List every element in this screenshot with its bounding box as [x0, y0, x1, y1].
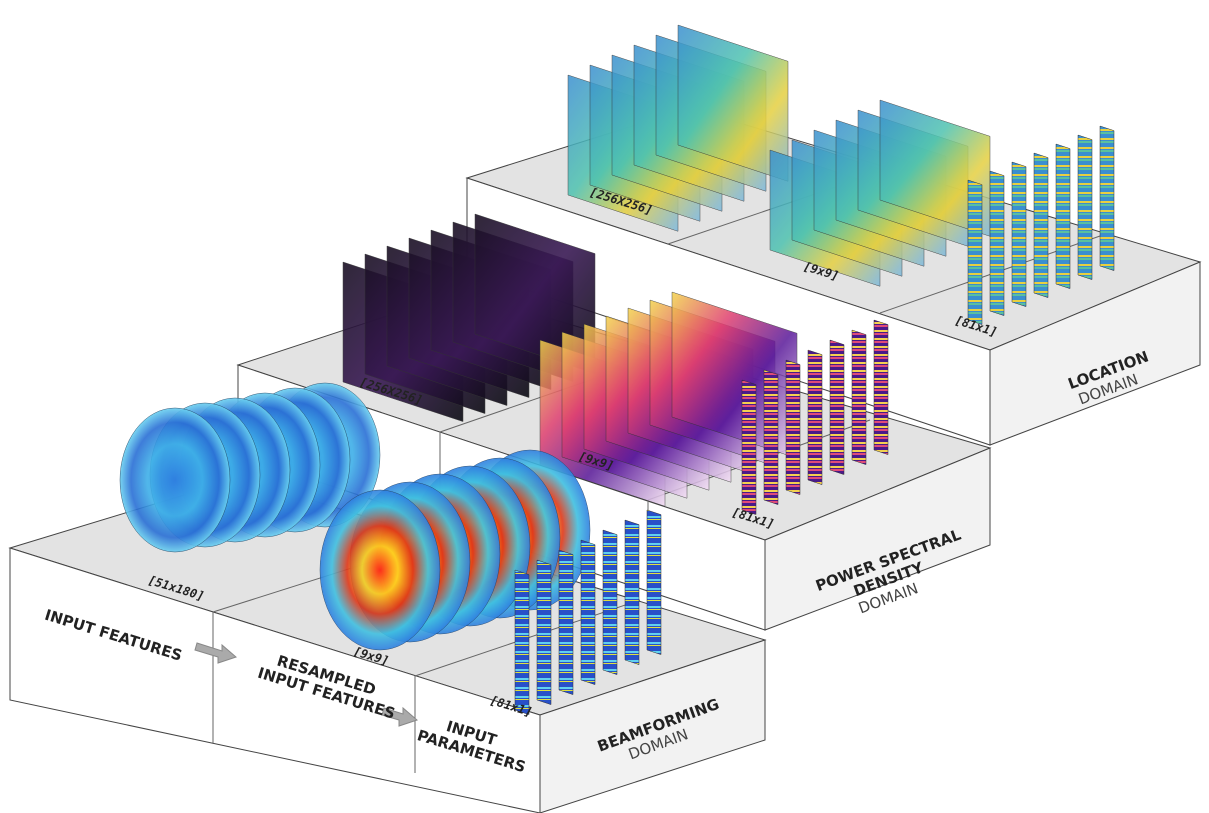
panel	[536, 559, 552, 705]
panel	[989, 170, 1005, 316]
panel	[580, 539, 596, 685]
panel	[1011, 161, 1027, 307]
disc	[119, 407, 231, 553]
panel	[1099, 125, 1115, 271]
panel	[558, 549, 574, 695]
panel	[967, 179, 983, 325]
feature-maps	[119, 24, 1115, 715]
panel	[624, 519, 640, 665]
panel	[763, 369, 779, 505]
panel	[1055, 143, 1071, 289]
panel	[646, 509, 662, 655]
panel	[829, 339, 845, 475]
panel	[741, 379, 757, 515]
panel	[807, 349, 823, 485]
panel	[602, 529, 618, 675]
panel	[1033, 152, 1049, 298]
disc	[319, 489, 441, 651]
panel	[514, 569, 530, 715]
panel	[873, 319, 889, 455]
panel	[785, 359, 801, 495]
panel	[851, 329, 867, 465]
panel	[1077, 134, 1093, 280]
